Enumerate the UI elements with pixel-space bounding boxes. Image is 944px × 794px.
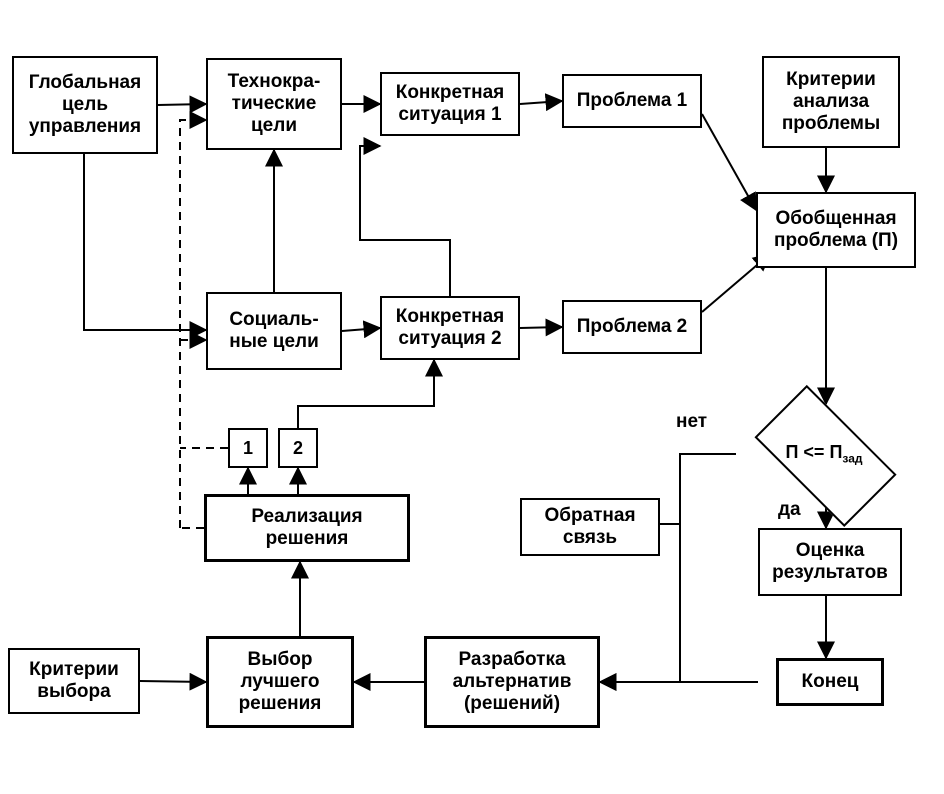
node-impl: Реализация решения <box>204 494 410 562</box>
node-critsel: Критерии выбора <box>8 648 140 714</box>
flowchart-canvas: Глобальная цель управления Технокра- тиче… <box>0 0 944 794</box>
node-sit2: Конкретная ситуация 2 <box>380 296 520 360</box>
edge <box>140 681 206 682</box>
edge <box>520 327 562 328</box>
decision-node: П <= Пзад <box>736 404 912 504</box>
node-prob1: Проблема 1 <box>562 74 702 128</box>
node-feedback: Обратная связь <box>520 498 660 556</box>
node-global: Глобальная цель управления <box>12 56 158 154</box>
edge <box>158 104 206 105</box>
edge <box>84 154 206 330</box>
label-no: нет <box>676 412 707 433</box>
edge <box>702 114 756 210</box>
node-n2: 2 <box>278 428 318 468</box>
edge <box>360 146 450 296</box>
node-tech: Технокра- тические цели <box>206 58 342 150</box>
node-crit: Критерии анализа проблемы <box>762 56 900 148</box>
node-sit1: Конкретная ситуация 1 <box>380 72 520 136</box>
node-choice: Выбор лучшего решения <box>206 636 354 728</box>
node-n1: 1 <box>228 428 268 468</box>
edge <box>600 454 736 682</box>
node-prob2: Проблема 2 <box>562 300 702 354</box>
node-alt: Разработка альтернатив (решений) <box>424 636 600 728</box>
edge <box>342 328 380 331</box>
node-eval: Оценка результатов <box>758 528 902 596</box>
edge <box>520 101 562 104</box>
node-end: Конец <box>776 658 884 706</box>
edge <box>180 120 206 528</box>
node-gen: Обобщенная проблема (П) <box>756 192 916 268</box>
node-soc: Социаль- ные цели <box>206 292 342 370</box>
label-yes: да <box>778 500 801 521</box>
edge <box>298 360 434 428</box>
